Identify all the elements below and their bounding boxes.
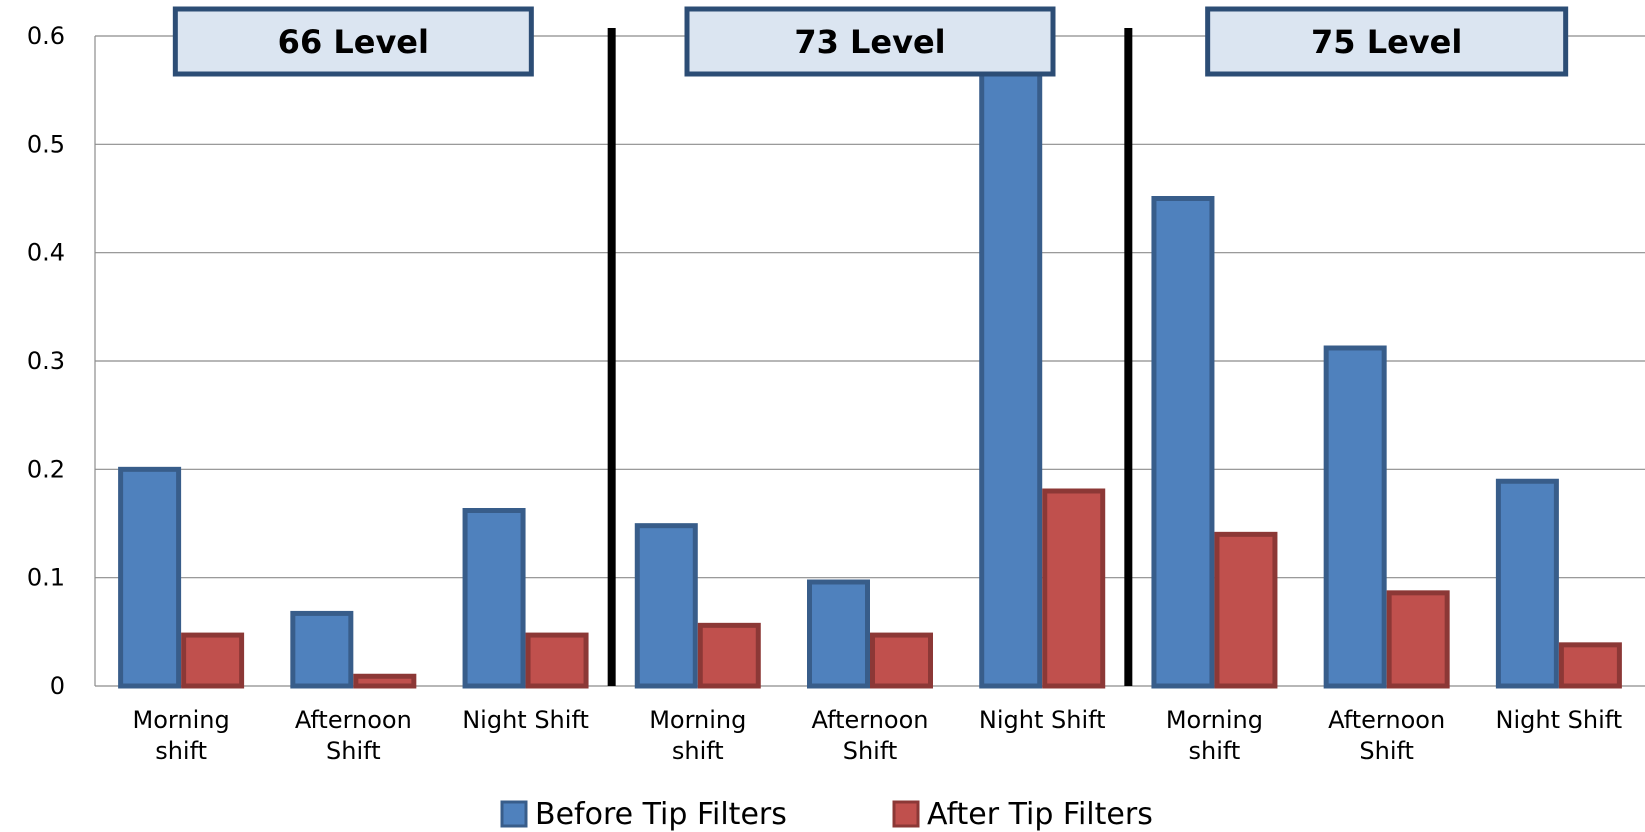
group-label: 73 Level <box>794 23 945 61</box>
category-label: Night Shift <box>462 706 589 734</box>
before-bar <box>1323 345 1387 689</box>
category-label: Morning <box>133 706 230 734</box>
y-tick-label: 0.5 <box>27 130 65 158</box>
category-label: Night Shift <box>979 706 1106 734</box>
y-tick-label: 0.3 <box>27 347 65 375</box>
group-separators <box>607 28 1133 686</box>
after-bar <box>181 632 245 689</box>
before-bar <box>979 33 1043 689</box>
category-label: Morning <box>1166 706 1263 734</box>
category-label: Morning <box>649 706 746 734</box>
y-tick-label: 0.4 <box>27 239 65 267</box>
after-bar <box>1558 642 1622 689</box>
y-tick-label: 0.1 <box>27 564 65 592</box>
group-label: 75 Level <box>1311 23 1462 61</box>
category-label: Shift <box>1359 737 1414 765</box>
before-bar <box>118 466 182 689</box>
y-tick-label: 0 <box>50 672 65 700</box>
y-tick-label: 0.6 <box>27 22 65 50</box>
after-bar <box>870 632 933 689</box>
before-bar <box>807 579 870 689</box>
category-label: Afternoon <box>812 706 929 734</box>
bars <box>118 33 1622 689</box>
group-label-box <box>172 6 534 77</box>
after-bar <box>1214 531 1278 689</box>
legend-swatch <box>892 800 920 828</box>
after-bar <box>353 673 417 689</box>
legend-swatch <box>500 800 528 828</box>
y-tick-label: 0.2 <box>27 455 65 483</box>
category-label: Night Shift <box>1496 706 1623 734</box>
group-label-box <box>684 6 1056 77</box>
category-label: shift <box>672 737 724 765</box>
legend-label: Before Tip Filters <box>535 797 787 832</box>
category-label: Shift <box>843 737 898 765</box>
category-label: shift <box>1189 737 1241 765</box>
category-label: Afternoon <box>295 706 412 734</box>
before-bar <box>1151 196 1215 689</box>
category-label: shift <box>155 737 207 765</box>
before-bar <box>1495 478 1559 689</box>
after-bar <box>525 632 589 689</box>
before-bar <box>634 523 698 689</box>
after-bar <box>1386 590 1450 689</box>
group-label-box <box>1205 6 1569 77</box>
category-labels: Morning shift Afternoon Shift Night Shift Mor… <box>133 706 1623 765</box>
before-bar <box>290 610 354 689</box>
y-axis-ticks: 0 0.1 0.2 0.3 0.4 0.5 0.6 <box>27 22 65 700</box>
before-bar <box>462 508 526 689</box>
legend-label: After Tip Filters <box>927 797 1153 832</box>
category-label: Shift <box>326 737 381 765</box>
after-bar <box>1042 488 1106 689</box>
group-label: 66 Level <box>278 23 429 61</box>
legend: Before Tip Filters After Tip Filters <box>500 797 1153 832</box>
group-labels: 66 Level 73 Level 75 Level <box>172 6 1569 77</box>
after-bar <box>697 622 761 689</box>
category-label: Afternoon <box>1328 706 1445 734</box>
